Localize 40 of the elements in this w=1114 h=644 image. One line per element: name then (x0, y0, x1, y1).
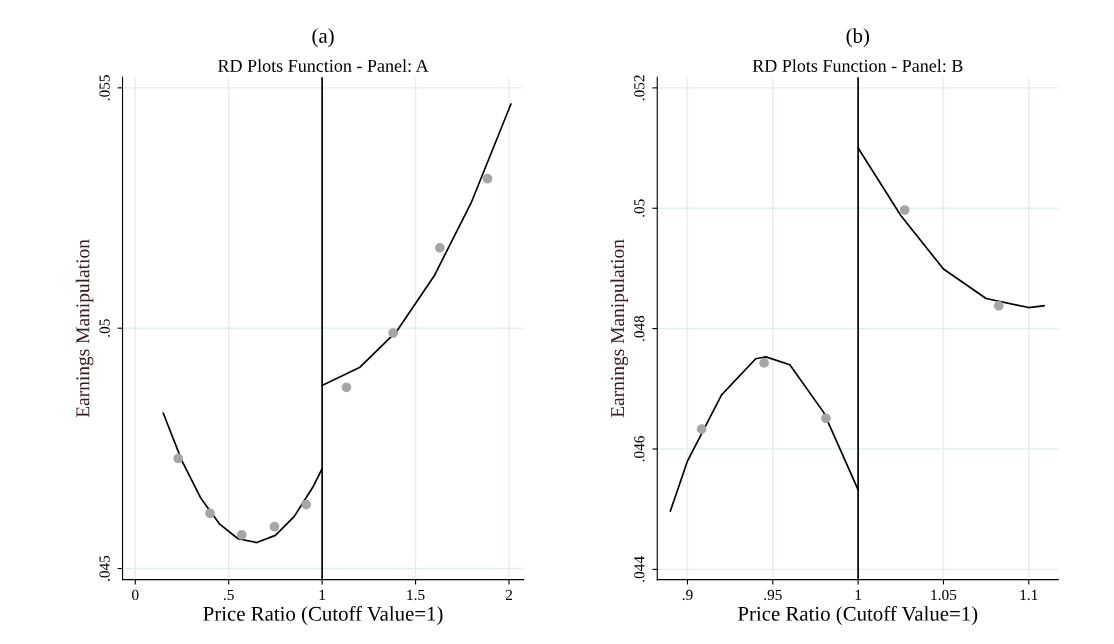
point (388, 328, 399, 338)
x-axis-title: Price Ratio (Cutoff Value=1) (203, 605, 443, 626)
x-tick-label: 1.5 (407, 589, 425, 601)
point (269, 521, 280, 532)
point (696, 424, 707, 434)
y-axis-title: Earnings Manipulation (610, 239, 629, 418)
chart-title: (a) (312, 28, 334, 48)
point (899, 205, 910, 215)
point (236, 530, 247, 540)
y-tick-label: .055 (99, 75, 110, 101)
y-tick-label: .044 (634, 556, 645, 582)
point (434, 243, 445, 253)
x-tick-label: 0 (132, 589, 139, 601)
point (341, 382, 352, 393)
x-tick-label: 1 (855, 589, 862, 600)
x-tick-label: .95 (764, 589, 782, 601)
x-tick-label: 1.05 (931, 589, 957, 601)
x-tick-label: .9 (682, 589, 693, 601)
point (301, 499, 312, 510)
y-tick-label: .05 (99, 319, 110, 337)
point (173, 453, 184, 464)
point (205, 508, 215, 519)
point (759, 358, 769, 368)
chart-title: (b) (846, 28, 870, 48)
x-tick-label: .5 (223, 589, 234, 601)
point (821, 413, 831, 424)
chart-subtitle: RD Plots Function - Panel: A (218, 59, 429, 72)
x-tick-label: 1.1 (1020, 589, 1038, 601)
x-tick-label: 1 (319, 589, 326, 600)
y-tick-label: .052 (634, 75, 645, 101)
point (482, 173, 493, 184)
y-tick-label: .05 (634, 199, 645, 217)
y-axis-title: Earnings Manipulation (75, 239, 94, 418)
x-axis-title: Price Ratio (Cutoff Value=1) (738, 605, 978, 626)
y-tick-label: .048 (634, 315, 645, 341)
chart-subtitle: RD Plots Function - Panel: B (752, 59, 963, 72)
y-tick-label: .046 (634, 436, 645, 462)
x-tick-label: 2 (505, 589, 512, 600)
point (993, 300, 1004, 311)
y-tick-label: .045 (99, 555, 110, 581)
